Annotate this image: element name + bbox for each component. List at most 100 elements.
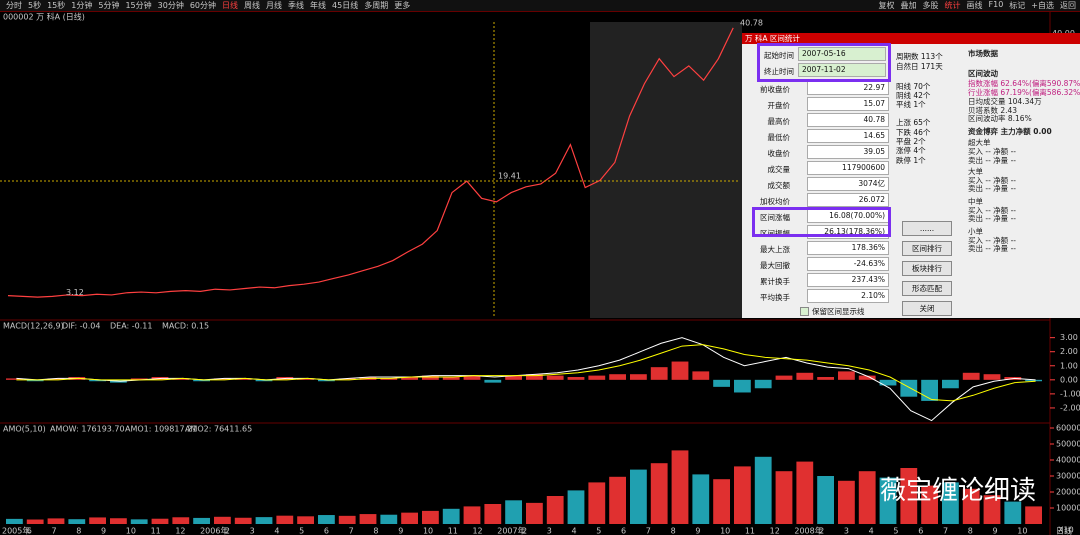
volume-bar — [26, 519, 44, 524]
macd-legend: MACD(12,26,9) — [3, 322, 64, 331]
market-item: 区间波动率 8.16% — [968, 114, 1032, 123]
tool-button[interactable]: 返回 — [1060, 1, 1076, 10]
macd-bar — [234, 378, 252, 380]
x-tick-label: 12 — [175, 527, 185, 535]
volume-bar — [879, 477, 897, 524]
market-item: 买入 -- 净额 -- — [968, 176, 1016, 185]
button[interactable]: 区间排行 — [902, 241, 952, 256]
macd-bar — [817, 377, 834, 380]
tool-button[interactable]: 画线 — [966, 1, 983, 10]
tool-button[interactable]: 标记 — [1009, 1, 1026, 10]
period-tab[interactable]: 年线 — [310, 1, 327, 10]
period-tab[interactable]: 15秒 — [47, 1, 66, 10]
x-tick-label: 9 — [398, 527, 403, 535]
period-tab[interactable]: 5分钟 — [98, 1, 120, 10]
stat-value: 2.10% — [807, 289, 889, 303]
period-tab[interactable]: 60分钟 — [189, 1, 217, 10]
market-item: 买入 -- 净额 -- — [968, 206, 1016, 215]
tool-button[interactable]: +自选 — [1031, 1, 1054, 10]
market-item: 大单 — [968, 167, 983, 176]
tool-button[interactable]: 叠加 — [900, 1, 917, 10]
volume-bar — [380, 514, 398, 524]
macd-bar — [255, 379, 273, 382]
tool-button[interactable]: F10 — [988, 0, 1004, 9]
macd-legend: DIF: -0.04 — [62, 322, 100, 331]
x-tick-label: 7 — [349, 527, 354, 535]
volume-bar — [255, 517, 273, 524]
count: 自然日 171天 — [896, 62, 943, 71]
button[interactable]: 关闭 — [902, 301, 952, 316]
market-item: 指数涨幅 62.64%(偏离590.87%) — [968, 79, 1080, 88]
y-tick-label: 2.00 — [1060, 347, 1078, 356]
tool-button[interactable]: 统计 — [944, 1, 961, 10]
button[interactable]: 形态匹配 — [902, 281, 952, 296]
price-annotation: 19.41 — [498, 172, 521, 181]
x-tick-label: 9 — [695, 527, 700, 535]
x-tick-label: 11 — [448, 527, 458, 535]
volume-bar — [671, 450, 689, 524]
stat-label: 最低价 — [767, 133, 791, 142]
market-item: 卖出 -- 净量 -- — [968, 244, 1016, 253]
x-tick-label: 7 — [52, 527, 57, 535]
stats-dialog: 万 科A 区间统计 起始时间 2007-05-16 终止时间 2007-11-02 前收… — [742, 33, 1080, 318]
label: 终止时间 — [764, 67, 794, 76]
button[interactable]: 板块排行 — [902, 261, 952, 276]
volume-bar — [858, 471, 876, 524]
count: 阴线 42个 — [896, 91, 931, 100]
macd-bar — [734, 379, 751, 393]
period-tab[interactable]: 15分钟 — [125, 1, 152, 10]
period-tab[interactable]: 日线 — [222, 1, 239, 10]
x-tick-label: 9 — [992, 527, 997, 535]
count: 周期数 113个 — [896, 52, 943, 61]
volume-bar — [734, 466, 751, 524]
toolbar: 分时 5秒 15秒 1分钟 5分钟 15分钟 30分钟 60分钟 日线 周线 月线 季线 年线 45日线多… — [0, 0, 1080, 12]
amo-legend: AMO(5,10) — [3, 425, 46, 434]
period-tab[interactable]: 45日线 — [332, 1, 359, 10]
y-tick-label: 10000 — [1056, 504, 1080, 513]
volume-bar — [214, 516, 231, 524]
period-tab[interactable]: 月线 — [266, 1, 283, 10]
period-tab[interactable]: 5秒 — [28, 1, 42, 10]
volume-bar — [754, 456, 772, 524]
macd-bar — [838, 371, 855, 380]
y-tick-label: 1.00 — [1060, 361, 1078, 370]
amo-legend: AMO2: 76411.65 — [185, 425, 252, 434]
stat-value: 39.05 — [807, 145, 889, 159]
date-field[interactable]: 2007-11-02 — [798, 63, 886, 77]
macd-bar — [401, 377, 418, 380]
price-line — [7, 27, 734, 298]
period-tab[interactable]: 季线 — [288, 1, 305, 10]
macd-bar — [942, 379, 959, 389]
macd-bar — [983, 374, 1001, 380]
tool-button[interactable]: 复权 — [878, 1, 895, 10]
period-tab[interactable]: 分时 — [6, 1, 22, 10]
volume-bar — [505, 500, 522, 524]
checkbox[interactable] — [800, 307, 809, 316]
stat-label: 加权均价 — [760, 197, 790, 206]
date-field[interactable]: 2007-05-16 — [798, 47, 886, 61]
x-tick-label: 10 — [1017, 527, 1027, 535]
x-tick-label: 2 — [225, 527, 230, 535]
market-item: 超大单 — [968, 138, 991, 147]
count: 阳线 70个 — [896, 82, 931, 91]
period-tab[interactable]: 1分钟 — [71, 1, 93, 10]
button[interactable]: ...... — [902, 221, 952, 236]
period-tab[interactable]: 周线 — [244, 1, 261, 10]
period-tab[interactable]: 更多 — [394, 1, 411, 10]
stat-label: 成交额 — [767, 181, 791, 190]
volume-bar — [962, 488, 980, 524]
macd-legend: DEA: -0.11 — [110, 322, 152, 331]
stat-label: 累计换手 — [760, 277, 790, 286]
count: 平盘 2个 — [896, 137, 926, 146]
y-tick-label: 3.00 — [1060, 333, 1078, 342]
x-tick-label: 8 — [671, 527, 676, 535]
highlight — [752, 207, 891, 237]
period-tab[interactable]: 30分钟 — [157, 1, 184, 10]
macd-bar — [796, 372, 814, 380]
y-tick-label: 30000 — [1056, 472, 1080, 481]
watermark: 薇宝缠论细读 — [880, 476, 1037, 506]
tool-button[interactable]: 多股 — [922, 1, 939, 10]
market-item: 资金博弈 主力净额 0.00 — [968, 127, 1052, 136]
period-tab[interactable]: 多周期 — [364, 1, 389, 10]
market-item: 买入 -- 净额 -- — [968, 147, 1016, 156]
